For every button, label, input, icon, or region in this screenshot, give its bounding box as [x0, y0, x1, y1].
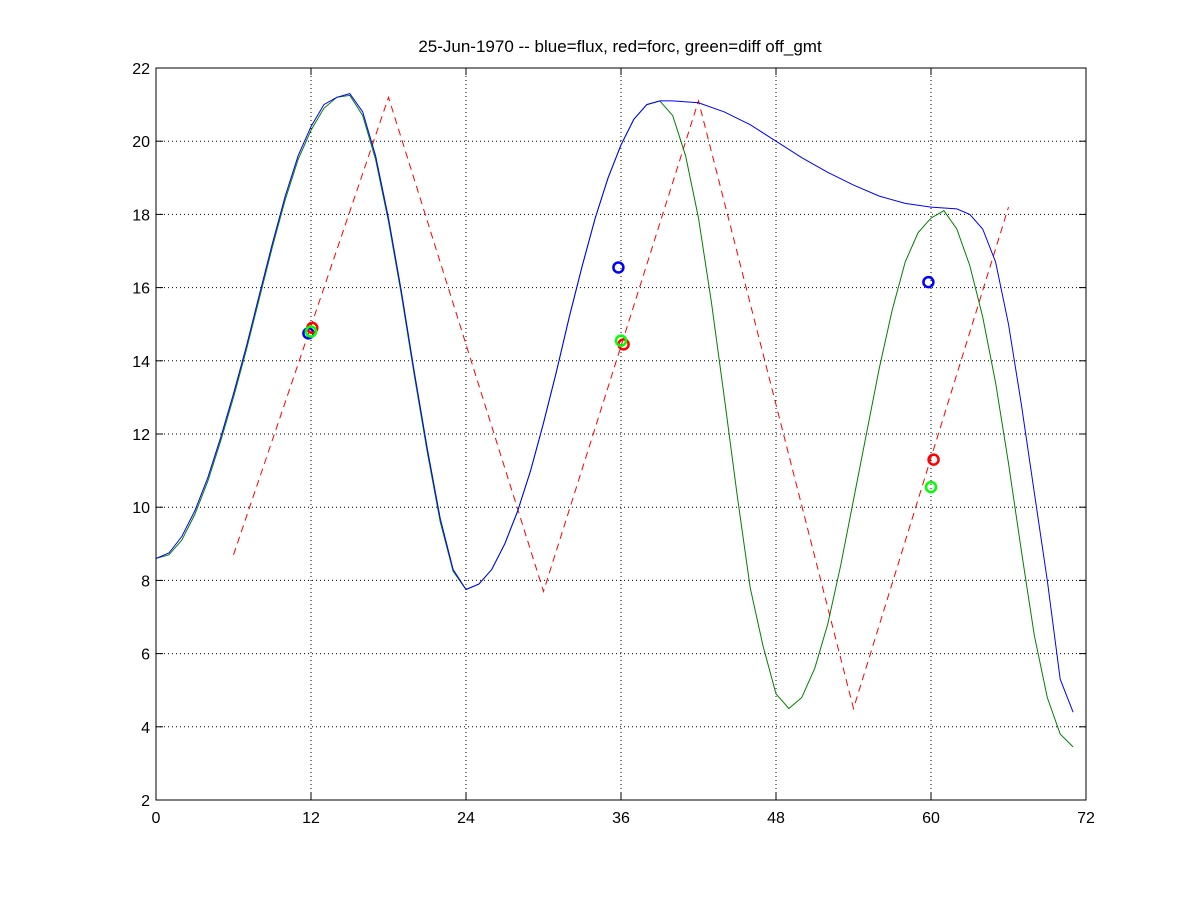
series-layer: [155, 93, 1074, 748]
y-tick-label: 20: [132, 134, 150, 151]
x-tick-label: 48: [767, 810, 785, 827]
y-tick-label: 16: [132, 281, 150, 298]
y-tick-label: 18: [132, 207, 150, 224]
y-tick-label: 2: [141, 793, 150, 810]
x-tick-label: 0: [152, 810, 161, 827]
diff_marker-marker: [924, 480, 938, 494]
grid: [156, 68, 1086, 800]
flux-marker: [612, 261, 625, 274]
marker-layer: [302, 261, 940, 494]
flux-marker: [922, 275, 935, 289]
x-tick-label: 12: [302, 810, 320, 827]
y-tick-label: 10: [132, 500, 150, 517]
y-tick-label: 12: [132, 427, 150, 444]
forc-series-line: [233, 95, 1009, 711]
x-tick-label: 24: [457, 810, 475, 827]
x-tick-label: 60: [922, 810, 940, 827]
diff_marker-marker: [614, 334, 628, 347]
y-tick-label: 8: [141, 573, 150, 590]
diff_marker-marker: [304, 325, 318, 338]
chart-title: 25-Jun-1970 -- blue=flux, red=forc, gree…: [418, 37, 822, 56]
y-tick-label: 14: [132, 354, 150, 371]
y-tick-label: 6: [141, 647, 150, 664]
y-tick-label: 22: [132, 61, 150, 78]
x-tick-label: 36: [612, 810, 630, 827]
x-tick-label: 72: [1077, 810, 1095, 827]
y-tick-label: 4: [141, 720, 150, 737]
flux-series-line: [155, 93, 1074, 713]
forc-marker: [927, 453, 940, 466]
